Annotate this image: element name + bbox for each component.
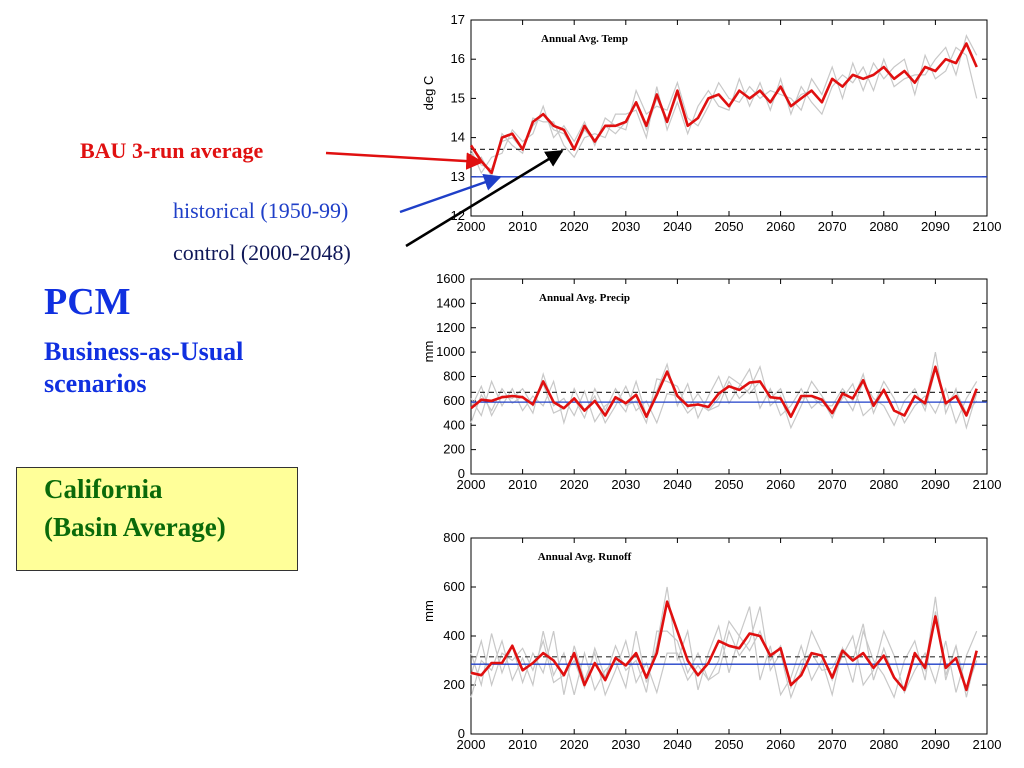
x-tick-label: 2030	[611, 219, 640, 234]
y-tick-label: 1600	[436, 271, 465, 286]
chart-panel-3: 2000 2010 2020 2030 2040 2050 2060 2070 2080 2090…	[421, 530, 1001, 752]
y-tick-label: 17	[451, 12, 465, 27]
y-tick-label: 800	[443, 369, 465, 384]
y-tick-label: 200	[443, 677, 465, 692]
region-box	[16, 467, 298, 571]
x-tick-label: 2060	[766, 219, 795, 234]
region-name: California	[44, 474, 163, 504]
chart-panels: 2000 2010 2020 2030 2040 2050 2060 2070 2080 2090…	[421, 12, 1001, 752]
x-tick-label: 2030	[611, 737, 640, 752]
page-title: PCM	[44, 281, 131, 323]
x-tick-label: 2070	[818, 737, 847, 752]
run-series-2	[470, 365, 978, 430]
bau-average-series	[470, 365, 978, 419]
x-tick-label: 2040	[663, 737, 692, 752]
historical-label: historical (1950-99)	[173, 198, 349, 223]
run-series-2	[470, 606, 978, 700]
page-subtitle: Business-as-Usual scenarios	[44, 337, 244, 398]
bau-average-label: BAU 3-run average	[80, 138, 264, 163]
x-tick-label: 2040	[663, 477, 692, 492]
y-tick-label: 1400	[436, 295, 465, 310]
chart-panel-2: 2000 2010 2020 2030 2040 2050 2060 2070 2080 2090…	[421, 271, 1001, 492]
x-tick-label: 2100	[973, 737, 1002, 752]
region-subtitle: (Basin Average)	[44, 512, 226, 542]
y-tick-label: 200	[443, 442, 465, 457]
y-axis-label: mm	[421, 600, 436, 622]
x-tick-label: 2010	[508, 477, 537, 492]
y-tick-label: 400	[443, 417, 465, 432]
run-series-2	[470, 46, 978, 175]
y-tick-label: 14	[451, 130, 465, 145]
y-tick-label: 800	[443, 530, 465, 545]
x-tick-label: 2050	[715, 219, 744, 234]
x-tick-label: 2070	[818, 219, 847, 234]
x-tick-label: 2040	[663, 219, 692, 234]
x-tick-label: 2060	[766, 737, 795, 752]
x-tick-label: 2000	[457, 219, 486, 234]
bau-arrow	[325, 151, 484, 170]
x-tick-label: 2050	[715, 737, 744, 752]
y-tick-label: 600	[443, 393, 465, 408]
annotation-arrows	[325, 149, 564, 248]
x-tick-label: 2060	[766, 477, 795, 492]
y-tick-label: 15	[451, 90, 465, 105]
x-tick-label: 2020	[560, 737, 589, 752]
chart-panel-1: 2000 2010 2020 2030 2040 2050 2060 2070 2080 2090…	[421, 12, 1001, 234]
x-tick-label: 2020	[560, 219, 589, 234]
x-tick-label: 2020	[560, 477, 589, 492]
control-arrow	[405, 149, 564, 248]
x-tick-label: 2100	[973, 477, 1002, 492]
y-tick-label: 0	[458, 726, 465, 741]
y-tick-label: 400	[443, 628, 465, 643]
y-axis-label: deg C	[421, 76, 436, 111]
y-tick-label: 1000	[436, 344, 465, 359]
y-tick-label: 1200	[436, 320, 465, 335]
x-tick-label: 2080	[869, 219, 898, 234]
historical-arrow	[399, 173, 502, 214]
control-label: control (2000-2048)	[173, 240, 351, 265]
y-tick-label: 16	[451, 51, 465, 66]
y-tick-label: 13	[451, 169, 465, 184]
x-tick-label: 2010	[508, 737, 537, 752]
plot-frame	[470, 537, 988, 735]
bau-average-series	[470, 600, 978, 692]
chart-title: Annual Avg. Precip	[539, 292, 630, 304]
x-tick-label: 2090	[921, 477, 950, 492]
x-tick-label: 2100	[973, 219, 1002, 234]
plot-frame	[470, 19, 988, 217]
chart-title: Annual Avg. Runoff	[538, 551, 632, 563]
x-tick-label: 2050	[715, 477, 744, 492]
y-axis-label: mm	[421, 341, 436, 363]
y-tick-label: 0	[458, 466, 465, 481]
chart-title: Annual Avg. Temp	[541, 33, 628, 45]
x-tick-label: 2070	[818, 477, 847, 492]
x-tick-label: 2000	[457, 477, 486, 492]
x-tick-label: 2080	[869, 737, 898, 752]
x-tick-label: 2000	[457, 737, 486, 752]
y-tick-label: 600	[443, 579, 465, 594]
x-tick-label: 2080	[869, 477, 898, 492]
x-tick-label: 2090	[921, 219, 950, 234]
x-tick-label: 2030	[611, 477, 640, 492]
x-tick-label: 2090	[921, 737, 950, 752]
bau-average-series	[469, 42, 978, 175]
x-tick-label: 2010	[508, 219, 537, 234]
